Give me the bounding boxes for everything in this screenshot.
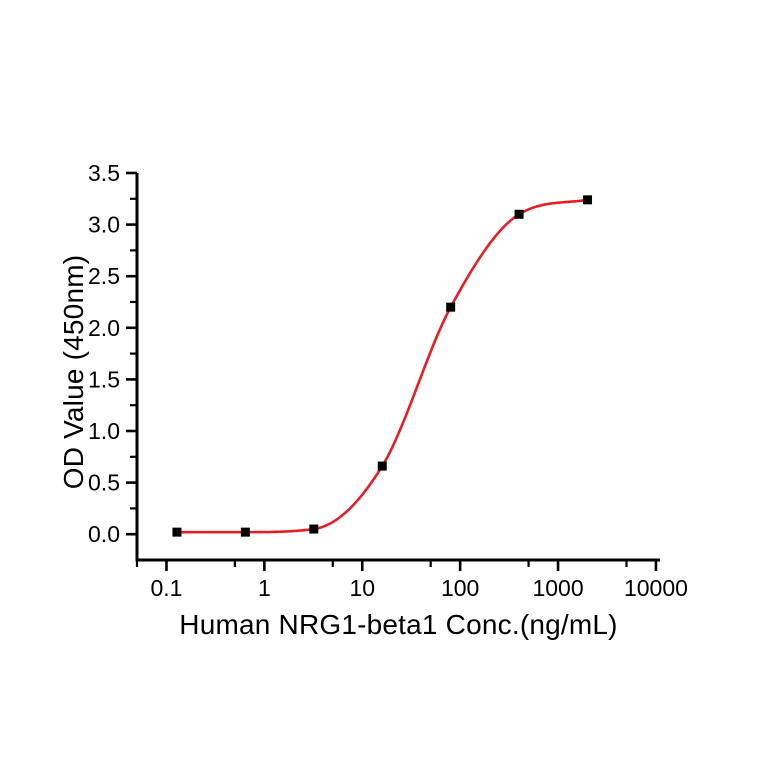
data-point-marker [377,461,387,471]
y-tick-label: 0.5 [88,470,120,496]
x-tick-label: 1000 [532,575,583,601]
x-tick-label: 1 [258,575,271,601]
y-tick-label: 2.5 [88,263,120,289]
data-point-marker [309,524,319,534]
data-point-marker [172,527,182,537]
data-point-marker [583,195,593,205]
y-tick-label: 0.0 [88,521,120,547]
data-point-marker [514,209,524,219]
y-tick-label: 1.5 [88,366,120,392]
fit-curve [175,198,589,534]
x-tick-label: 10000 [624,575,688,601]
x-tick-label: 100 [441,575,479,601]
x-axis-title: Human NRG1-beta1 Conc.(ng/mL) [179,609,618,640]
y-tick-label: 3.0 [88,212,120,238]
y-tick-label: 1.0 [88,418,120,444]
x-tick-label: 0.1 [150,575,182,601]
data-point-marker [446,302,456,312]
y-tick-label: 3.5 [88,160,120,186]
y-axis-title: OD Value (450nm) [58,254,89,490]
y-tick-label: 2.0 [88,315,120,341]
x-tick-label: 10 [349,575,375,601]
data-point-marker [240,527,250,537]
axes-spines [135,173,660,562]
